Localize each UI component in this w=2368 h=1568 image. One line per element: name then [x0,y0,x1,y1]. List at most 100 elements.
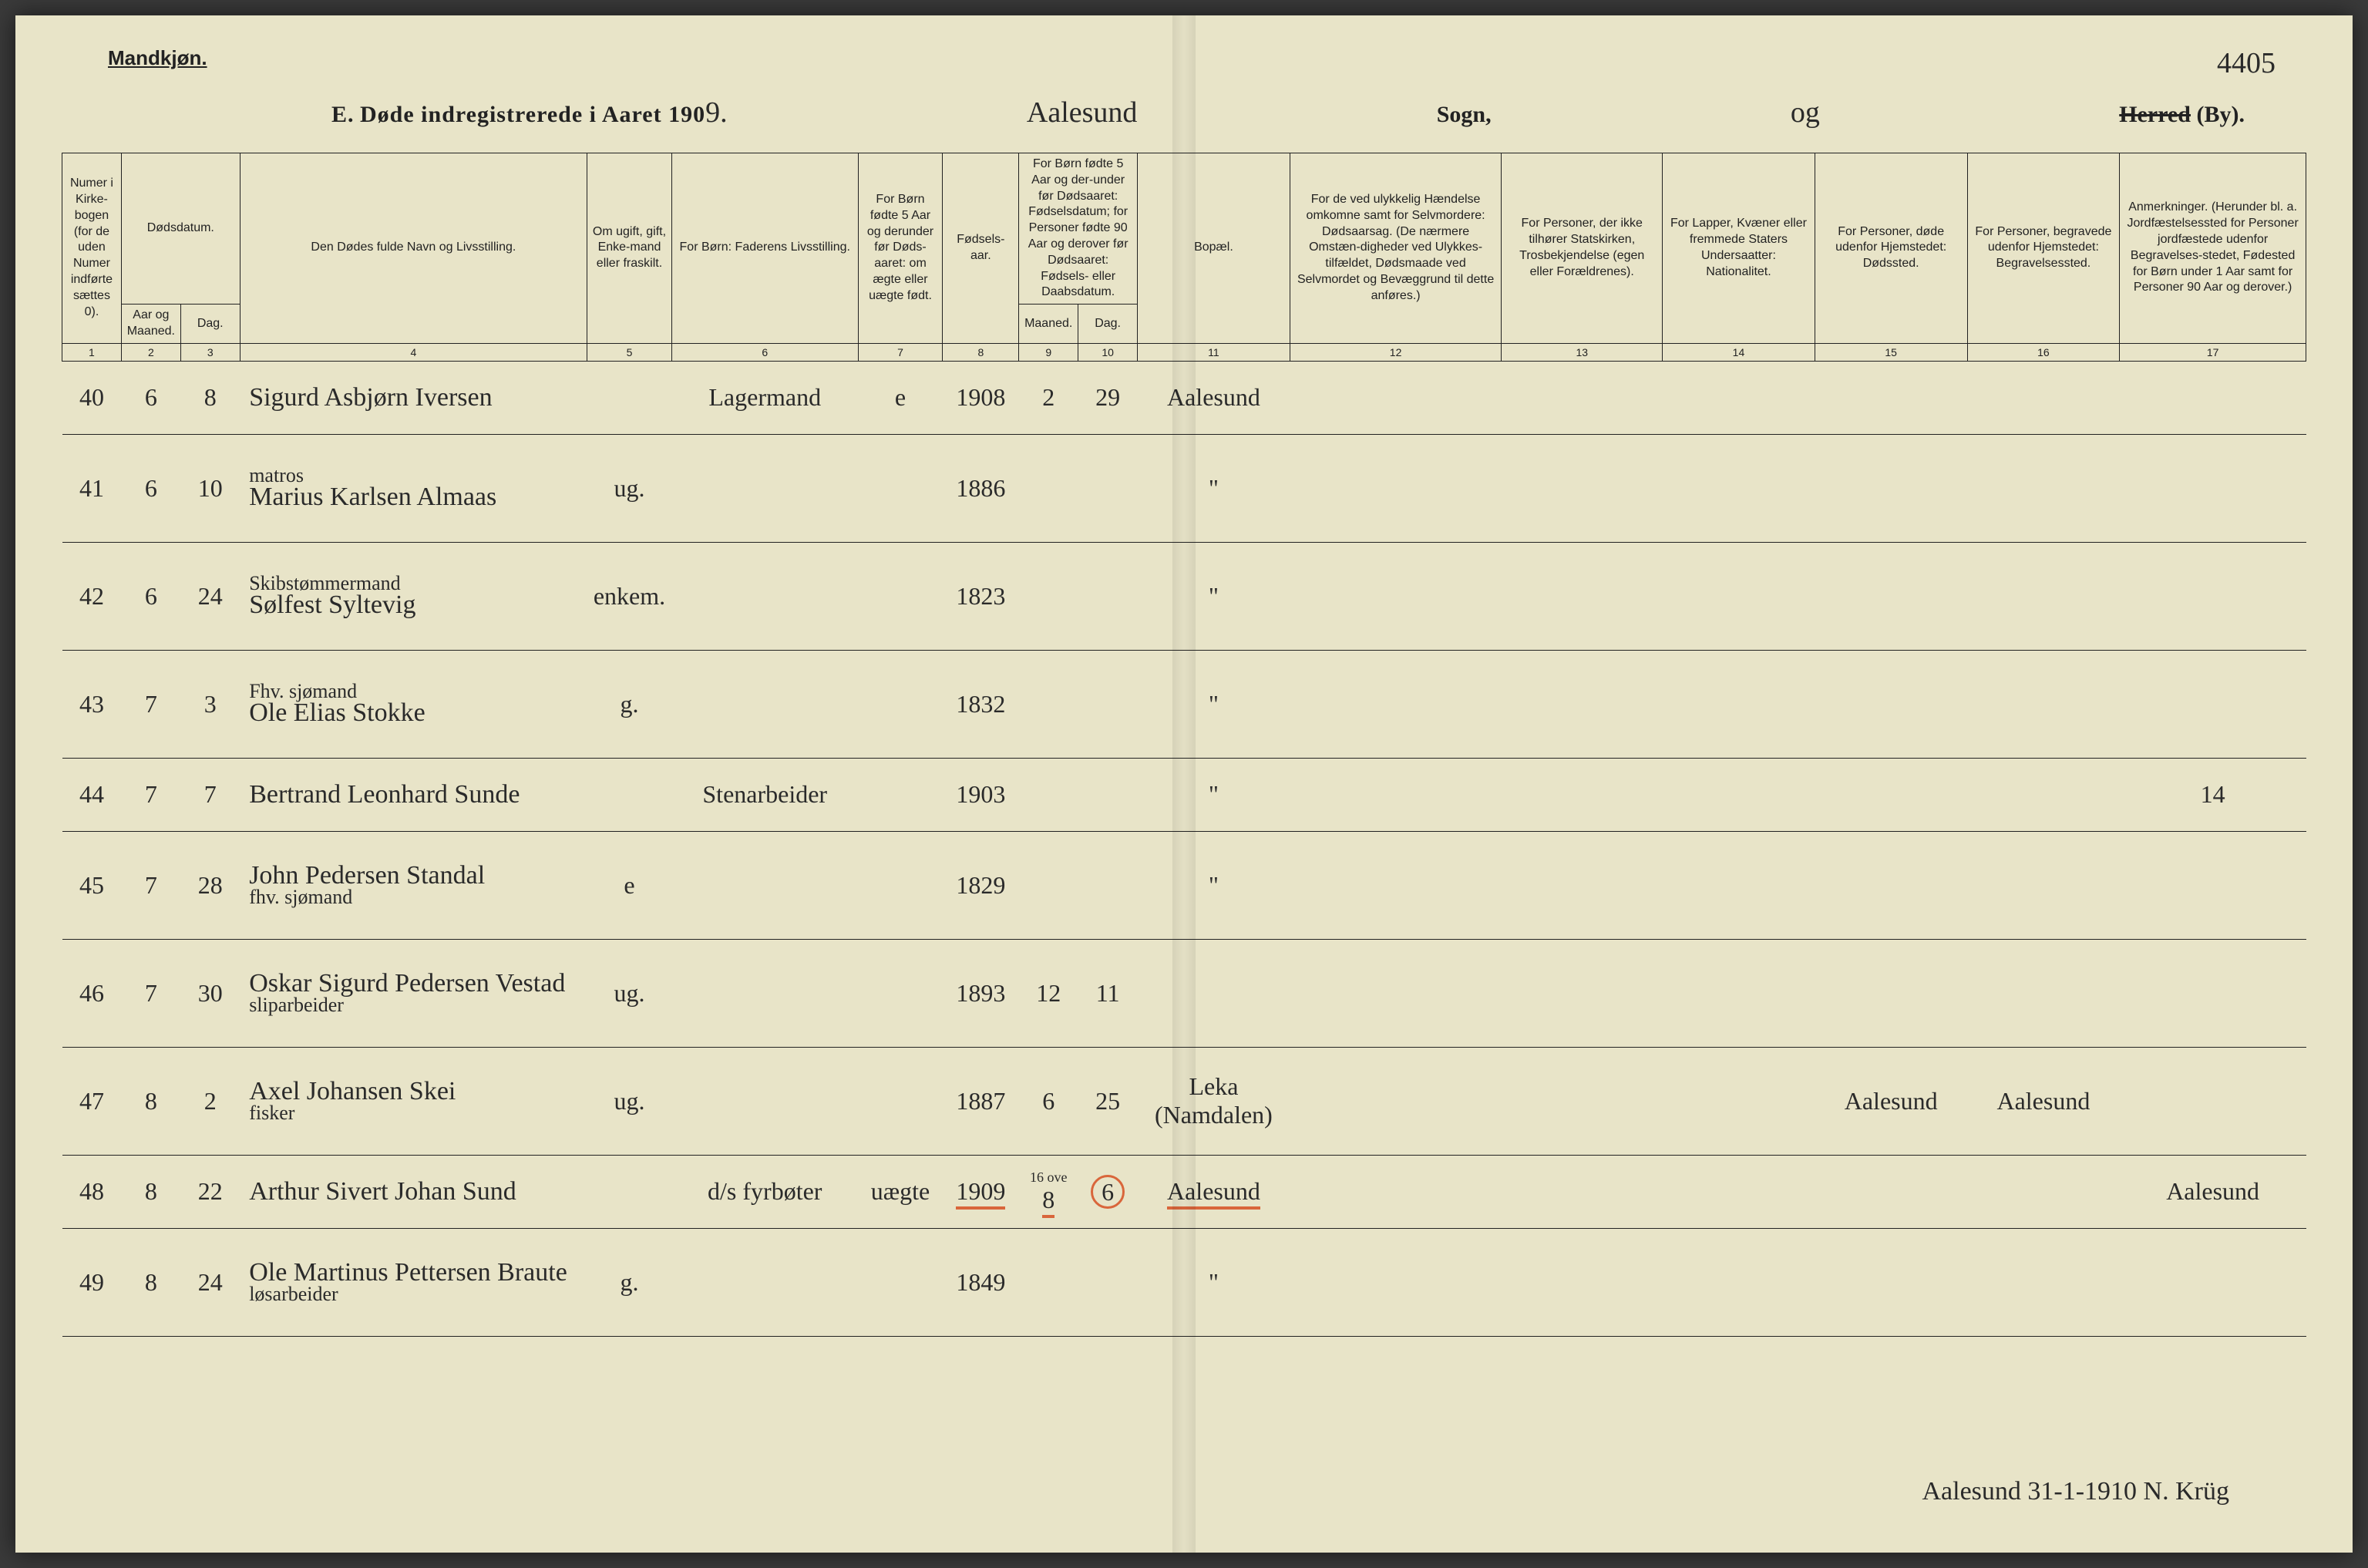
cell [671,831,858,939]
gender-label: Mandkjøn. [108,46,207,80]
hdr-col13: For Personer, der ikke tilhører Statskir… [1502,153,1663,344]
cell [1290,650,1502,758]
cell: 7 [121,650,180,758]
cell [1502,361,1663,434]
cell [1078,434,1138,542]
hdr-col3: Dag. [180,305,240,344]
cell: Leka (Namdalen) [1138,1047,1290,1155]
cell: 24 [180,1228,240,1336]
cell [1663,361,1815,434]
cell [1019,831,1078,939]
cell: 41 [62,434,122,542]
cell [1663,831,1815,939]
hdr-col7: For Børn fødte 5 Aar og derunder før Død… [858,153,943,344]
hdr-birth-date: For Børn fødte 5 Aar og der-under før Dø… [1019,153,1138,305]
cell: " [1138,1228,1290,1336]
cell [671,1228,858,1336]
cell: 8 [121,1155,180,1228]
cell [2120,434,2306,542]
cell [1502,758,1663,831]
cell: 1832 [943,650,1019,758]
hdr-col10: Dag. [1078,305,1138,344]
cell: 44 [62,758,122,831]
cell [1502,434,1663,542]
cell [858,831,943,939]
cell [1290,1047,1502,1155]
cell [1078,1228,1138,1336]
cell: 1886 [943,434,1019,542]
cell: 28 [180,831,240,939]
cell: 12 [1019,939,1078,1047]
cell [671,434,858,542]
cell [671,650,858,758]
table-row: 42624SkibstømmermandSølfest Syltevigenke… [62,542,2306,650]
og-handwritten: og [1791,96,1820,130]
cell [671,1047,858,1155]
cell [2120,939,2306,1047]
cell: 46 [62,939,122,1047]
cell [1663,542,1815,650]
cell: 1887 [943,1047,1019,1155]
cell [1815,1155,1967,1228]
table-row: 4782Axel Johansen Skeifiskerug.1887625Le… [62,1047,2306,1155]
cell [1502,542,1663,650]
cell: 2 [180,1047,240,1155]
cell: 1908 [943,361,1019,434]
cell [858,542,943,650]
top-label-row: Mandkjøn. 4405 [62,46,2306,88]
parish-name: Aalesund [1027,96,1138,130]
cell [1019,434,1078,542]
hdr-col15: For Personer, døde udenfor Hjemstedet: D… [1815,153,1967,344]
cell: 1893 [943,939,1019,1047]
hdr-col6: For Børn: Faderens Livsstilling. [671,153,858,344]
cell [1078,758,1138,831]
cell: ug. [587,1047,672,1155]
cell [587,758,672,831]
cell: 1909 [943,1155,1019,1228]
cell [1967,434,2120,542]
cell [2120,831,2306,939]
cell [1815,1228,1967,1336]
table-body: 4068Sigurd Asbjørn IversenLagermande1908… [62,361,2306,1336]
cell [858,758,943,831]
cell [1967,831,2120,939]
cell: 1823 [943,542,1019,650]
cell: 43 [62,650,122,758]
cell [587,1155,672,1228]
cell [1019,758,1078,831]
cell [1967,1228,2120,1336]
cell [1019,1228,1078,1336]
cell: Aalesund [1815,1047,1967,1155]
cell: enkem. [587,542,672,650]
cell: " [1138,434,1290,542]
cell [1019,542,1078,650]
cell: 6 [1078,1155,1138,1228]
hdr-col4: Den Dødes fulde Navn og Livsstilling. [240,153,587,344]
cell: ug. [587,434,672,542]
cell [1290,831,1502,939]
cell [1663,1047,1815,1155]
table-row: 41610matrosMarius Karlsen Almaasug.1886" [62,434,2306,542]
cell: John Pedersen Standalfhv. sjømand [240,831,587,939]
cell: 48 [62,1155,122,1228]
cell [1019,650,1078,758]
title-row: E. Døde indregistrerede i Aaret 1909. Aa… [62,88,2306,153]
cell [858,650,943,758]
cell: SkibstømmermandSølfest Syltevig [240,542,587,650]
cell [1815,434,1967,542]
cell [1078,831,1138,939]
cell: 1903 [943,758,1019,831]
table-header: Numer i Kirke-bogen (for de uden Numer i… [62,153,2306,362]
cell [1663,758,1815,831]
cell [1502,650,1663,758]
cell: 6 [1019,1047,1078,1155]
hdr-col1: Numer i Kirke-bogen (for de uden Numer i… [62,153,122,344]
cell [1290,434,1502,542]
cell: Arthur Sivert Johan Sund [240,1155,587,1228]
death-register-table: Numer i Kirke-bogen (for de uden Numer i… [62,153,2306,1337]
cell [1290,361,1502,434]
cell: " [1138,831,1290,939]
cell [2120,650,2306,758]
cell [858,1047,943,1155]
cell: Bertrand Leonhard Sunde [240,758,587,831]
